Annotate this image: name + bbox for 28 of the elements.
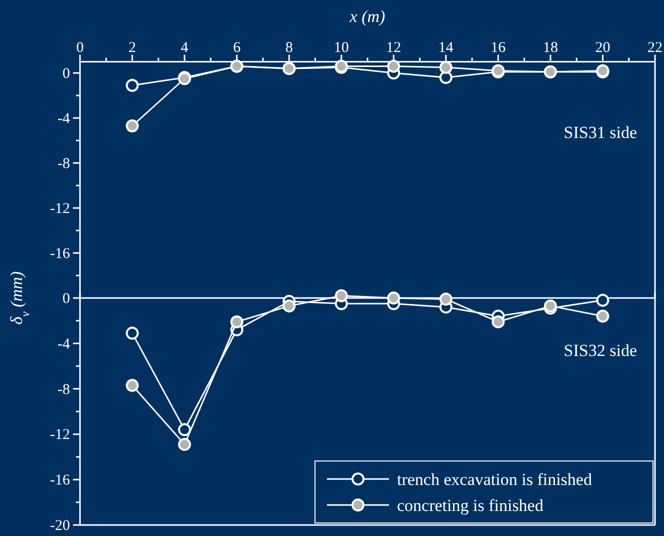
y-tick-label: -8 [58, 156, 70, 172]
y-tick-label: -4 [58, 336, 70, 352]
y-tick-label: 0 [62, 291, 70, 307]
y-tick-label: -20 [50, 518, 70, 534]
x-axis-title: x (m) [348, 7, 386, 26]
x-tick-label: 20 [595, 40, 610, 56]
annotation: SIS32 side [564, 341, 637, 360]
x-tick-label: 4 [180, 40, 189, 56]
x-tick-label: 16 [490, 40, 506, 56]
y-tick-label: -4 [58, 111, 70, 127]
y-tick-label: 0 [62, 66, 70, 82]
y-tick-label: -8 [58, 382, 70, 398]
y-tick-label: -16 [50, 472, 70, 489]
legend-label: trench excavation is finished [397, 470, 592, 489]
y-tick-label: -12 [50, 427, 70, 444]
x-tick-label: 12 [386, 40, 402, 56]
y-tick-label: -12 [50, 201, 70, 217]
x-tick-label: 22 [648, 40, 662, 56]
x-tick-label: 10 [334, 40, 349, 56]
annotation: SIS31 side [564, 123, 637, 142]
legend-label: concreting is finished [397, 496, 544, 515]
x-tick-label: 0 [76, 40, 84, 56]
x-tick-label: 18 [542, 40, 558, 56]
x-tick-label: 8 [285, 40, 293, 56]
x-tick-label: 14 [438, 40, 454, 56]
y-tick-label: -16 [50, 246, 70, 262]
x-tick-label: 2 [128, 40, 136, 56]
x-tick-label: 6 [233, 40, 242, 56]
